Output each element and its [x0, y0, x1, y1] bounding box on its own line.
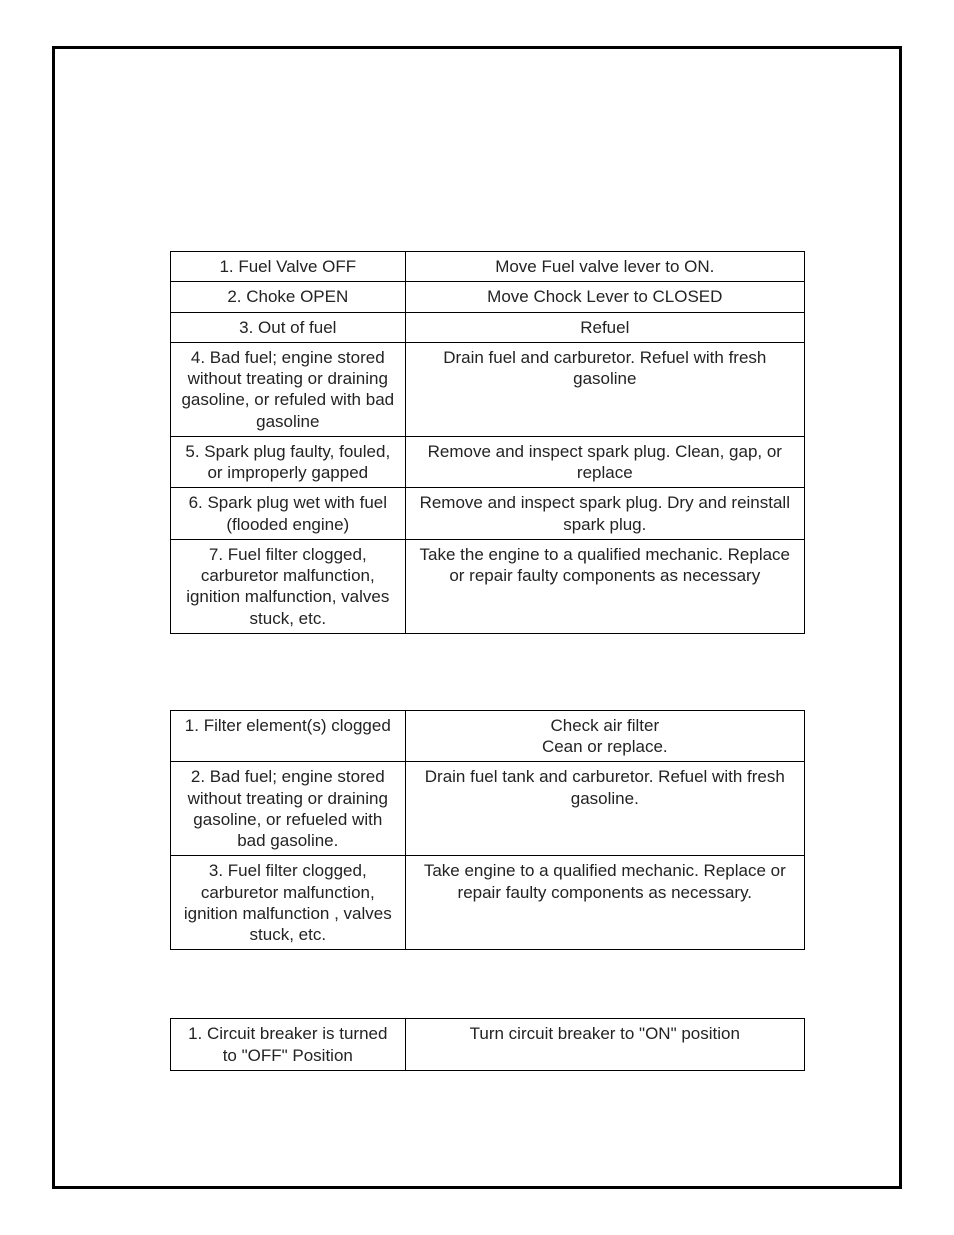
troubleshooting-table-3: 1. Circuit breaker is turned to "OFF" Po…: [170, 1018, 805, 1071]
tables-container: 1. Fuel Valve OFF Move Fuel valve lever …: [170, 251, 805, 1071]
cause-cell: 1. Filter element(s) clogged: [171, 710, 406, 762]
cause-cell: 6. Spark plug wet with fuel (flooded eng…: [171, 488, 406, 540]
table-gap: [170, 634, 805, 710]
remedy-cell: Move Chock Lever to CLOSED: [405, 282, 804, 312]
table-row: 4. Bad fuel; engine stored without treat…: [171, 342, 805, 436]
cause-cell: 2. Choke OPEN: [171, 282, 406, 312]
cause-cell: 3. Fuel filter clogged, carburetor malfu…: [171, 856, 406, 950]
page-frame: 1. Fuel Valve OFF Move Fuel valve lever …: [52, 46, 902, 1189]
remedy-cell: Remove and inspect spark plug. Dry and r…: [405, 488, 804, 540]
table-row: 3. Fuel filter clogged, carburetor malfu…: [171, 856, 805, 950]
table-row: 2. Choke OPEN Move Chock Lever to CLOSED: [171, 282, 805, 312]
table-row: 1. Fuel Valve OFF Move Fuel valve lever …: [171, 252, 805, 282]
table-gap: [170, 950, 805, 1018]
remedy-cell: Turn circuit breaker to "ON" position: [405, 1019, 804, 1071]
table-row: 1. Filter element(s) clogged Check air f…: [171, 710, 805, 762]
remedy-cell: Refuel: [405, 312, 804, 342]
cause-cell: 7. Fuel filter clogged, carburetor malfu…: [171, 539, 406, 633]
remedy-cell: Take the engine to a qualified mechanic.…: [405, 539, 804, 633]
remedy-cell: Remove and inspect spark plug. Clean, ga…: [405, 436, 804, 488]
table-row: 3. Out of fuel Refuel: [171, 312, 805, 342]
page: 1. Fuel Valve OFF Move Fuel valve lever …: [0, 0, 954, 1235]
cause-cell: 3. Out of fuel: [171, 312, 406, 342]
table-row: 7. Fuel filter clogged, carburetor malfu…: [171, 539, 805, 633]
cause-cell: 2. Bad fuel; engine stored without treat…: [171, 762, 406, 856]
table-row: 6. Spark plug wet with fuel (flooded eng…: [171, 488, 805, 540]
remedy-cell: Check air filterCean or replace.: [405, 710, 804, 762]
troubleshooting-table-2: 1. Filter element(s) clogged Check air f…: [170, 710, 805, 951]
table-row: 5. Spark plug faulty, fouled, or imprope…: [171, 436, 805, 488]
remedy-cell: Drain fuel and carburetor. Refuel with f…: [405, 342, 804, 436]
troubleshooting-table-1: 1. Fuel Valve OFF Move Fuel valve lever …: [170, 251, 805, 634]
remedy-cell: Move Fuel valve lever to ON.: [405, 252, 804, 282]
table-row: 2. Bad fuel; engine stored without treat…: [171, 762, 805, 856]
cause-cell: 1. Circuit breaker is turned to "OFF" Po…: [171, 1019, 406, 1071]
remedy-cell: Drain fuel tank and carburetor. Refuel w…: [405, 762, 804, 856]
cause-cell: 4. Bad fuel; engine stored without treat…: [171, 342, 406, 436]
table-row: 1. Circuit breaker is turned to "OFF" Po…: [171, 1019, 805, 1071]
remedy-cell: Take engine to a qualified mechanic. Rep…: [405, 856, 804, 950]
cause-cell: 1. Fuel Valve OFF: [171, 252, 406, 282]
cause-cell: 5. Spark plug faulty, fouled, or imprope…: [171, 436, 406, 488]
